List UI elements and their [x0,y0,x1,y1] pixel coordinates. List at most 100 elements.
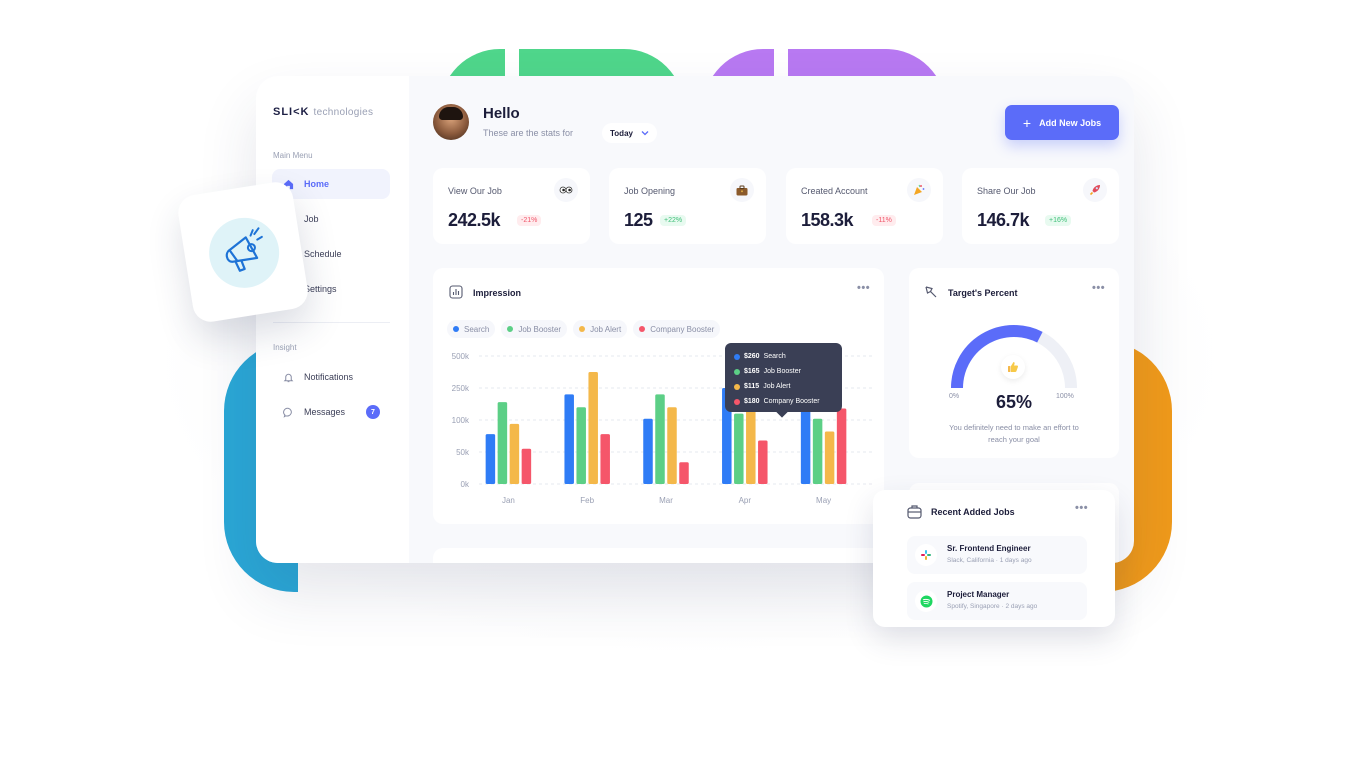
tooltip-dot [734,398,740,405]
bar-company-booster-feb[interactable] [600,434,610,484]
stat-title: View Our Job [448,186,502,196]
sidebar-item-messages[interactable]: Messages 7 [272,397,390,427]
impression-more-button[interactable]: ••• [857,282,871,294]
slack-icon [915,544,937,566]
bar-search-jan[interactable] [485,434,496,484]
main-menu-title: Main Menu [273,151,313,160]
bar-job-alert-may[interactable] [824,431,835,484]
job-item[interactable]: Project Manager Spotify, Singapore · 2 d… [907,582,1087,620]
job-meta-separator: · [1001,603,1006,610]
party-popper-icon [907,178,931,202]
spotify-icon [915,590,937,612]
job-meta-separator: · [995,557,1000,564]
add-button-label: Add New Jobs [1039,117,1102,128]
lower-panel [433,548,884,563]
legend-item-job-alert[interactable]: Job Alert [573,320,628,338]
bar-search-may[interactable] [800,397,811,484]
bar-job-alert-jan[interactable] [509,423,520,484]
target-star-icon [923,284,938,299]
bar-job-alert-mar[interactable] [667,407,677,484]
bar-job-booster-may[interactable] [812,418,823,484]
legend-item-search[interactable]: Search [447,320,496,338]
chat-icon [282,406,295,419]
bar-job-alert-feb[interactable] [588,372,598,484]
legend-item-company-booster[interactable]: Company Booster [633,320,721,338]
chart-tooltip: $260 Search $165 Job Booster $115 Job Al… [725,343,842,418]
x-tick-label: Jan [502,496,515,505]
insight-title: Insight [273,343,297,352]
stat-value: 158.3k [801,210,854,230]
tooltip-row: $180 Company Booster [734,394,833,409]
job-company: Spotify, Singapore [947,603,1000,610]
stats-subtitle: These are the stats for [483,128,574,138]
bar-job-booster-jan[interactable] [497,402,508,484]
y-tick-label: 250k [452,384,470,393]
target-panel: Target's Percent ••• 65% 0% 100% You def… [909,268,1119,458]
gauge-fill [951,325,1043,389]
recent-jobs-more-button[interactable]: ••• [1075,502,1089,514]
y-tick-label: 100k [452,416,470,425]
legend-dot [639,326,646,332]
tooltip-value: $115 [744,383,760,390]
tooltip-value: $260 [744,353,760,360]
bar-company-booster-apr[interactable] [758,440,768,484]
add-new-jobs-button[interactable]: + Add New Jobs [1005,105,1119,140]
legend-item-job-booster[interactable]: Job Booster [501,320,568,338]
sidebar-item-label: Job [304,214,319,224]
sidebar-item-notifications[interactable]: Notifications [272,362,390,392]
tooltip-label: Job Alert [763,383,791,390]
avatar[interactable] [433,104,469,140]
tooltip-label: Job Booster [763,368,801,375]
bar-job-booster-mar[interactable] [655,394,665,484]
bar-search-apr[interactable] [722,388,732,484]
bell-icon [282,371,295,384]
stat-card-created-account[interactable]: Created Account 158.3k -11% [786,168,943,244]
legend-dot [453,326,459,332]
legend-dot [507,326,514,332]
sidebar-divider [273,322,390,323]
sidebar-item-label: Settings [304,284,337,294]
sidebar-item-label: Home [304,179,330,189]
messages-count-badge: 7 [366,405,380,419]
bar-search-feb[interactable] [564,394,574,484]
job-item[interactable]: Sr. Frontend Engineer Slack, California … [907,536,1087,574]
legend-label: Job Alert [590,324,622,334]
stat-change-badge: -21% [517,215,542,226]
sidebar-item-label: Schedule [304,249,342,259]
impression-panel: Impression ••• Search Job Booster Job Al… [433,268,884,524]
bar-company-booster-may[interactable] [836,408,847,484]
stat-change-badge: +16% [1045,215,1072,226]
chevron-down-icon [641,129,649,138]
stat-card-job-opening[interactable]: Job Opening 125 +22% [609,168,766,244]
bar-company-booster-mar[interactable] [679,462,689,484]
target-more-button[interactable]: ••• [1092,282,1106,294]
bar-job-booster-apr[interactable] [734,413,744,484]
promo-card [175,179,311,325]
stat-card-view-our-job[interactable]: View Our Job 242.5k -21% [433,168,590,244]
y-tick-label: 50k [456,448,470,457]
briefcase-icon [730,178,754,202]
legend-label: Job Booster [518,324,562,334]
sidebar-item-label: Messages [304,407,346,417]
dashboard-window: SLI<K technologies Main Menu Home Job [256,76,1134,563]
recent-jobs-card: Recent Added Jobs ••• Sr. Frontend Engin… [873,490,1115,627]
sidebar: SLI<K technologies Main Menu Home Job [256,76,409,563]
target-percent-value: 65% [995,392,1033,412]
bar-company-booster-jan[interactable] [521,448,532,484]
stat-value: 146.7k [977,210,1030,230]
stat-title: Job Opening [624,186,676,196]
bar-search-mar[interactable] [643,418,653,484]
legend-dot [579,326,586,332]
job-time: 2 days ago [1005,603,1038,610]
sidebar-item-label: Notifications [304,372,354,382]
plus-icon: + [1022,114,1032,131]
logo[interactable]: SLI<K technologies [273,106,373,118]
impression-bar-chart: 0k 50k 100k 250k 500k Jan Feb Mar Apr May [452,352,873,505]
bar-job-booster-feb[interactable] [576,407,586,484]
tooltip-row: $115 Job Alert [734,379,833,394]
period-select[interactable]: Today [602,123,657,143]
job-meta: Spotify, Singapore · 2 days ago [947,603,1037,610]
job-time: 1 days ago [999,557,1032,564]
stat-card-share-our-job[interactable]: Share Our Job 146.7k +16% [962,168,1119,244]
